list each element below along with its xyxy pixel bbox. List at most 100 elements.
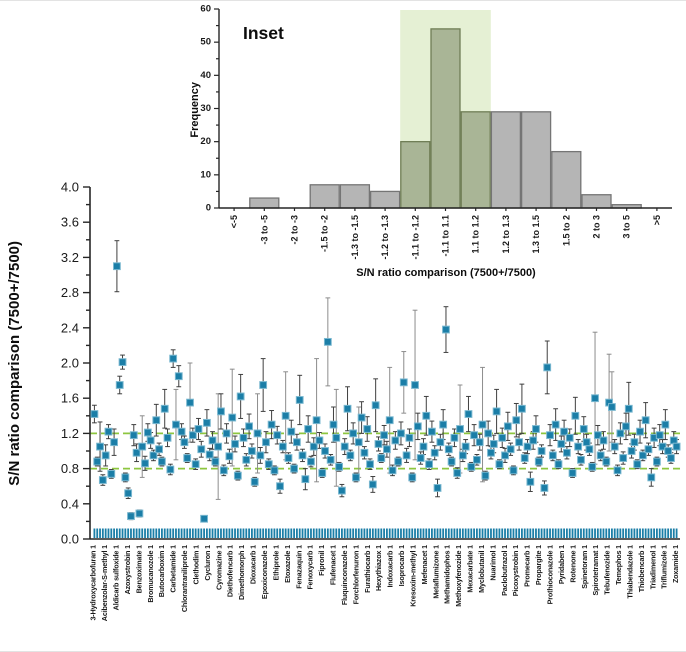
baseline-tick: [445, 528, 447, 538]
baseline-tick: [504, 528, 506, 538]
baseline-tick: [304, 528, 307, 538]
data-point: [160, 404, 169, 413]
main-y-tick-label: 1.2: [61, 426, 79, 441]
baseline-tick: [464, 528, 467, 538]
data-point: [501, 451, 509, 460]
baseline-tick: [383, 528, 385, 538]
main-axes: 0.0 0.4 0.8 1.2 1.6 2.0 2.4 2.8 3.2 3.6 4.0: [61, 180, 680, 547]
baseline-tick: [667, 528, 670, 538]
main-x-tick-label: Benzoximate 1: [134, 545, 143, 594]
baseline-tick: [93, 528, 96, 538]
baseline-tick: [568, 528, 571, 538]
baseline-tick: [281, 528, 284, 538]
baseline-tick: [163, 528, 166, 538]
data-point: [346, 451, 355, 460]
baseline-tick: [492, 528, 495, 538]
main-y-tick-label: 0.8: [61, 461, 79, 476]
main-y-tick-label: 3.6: [61, 215, 79, 230]
baseline-tick: [414, 528, 416, 538]
data-point: [129, 431, 138, 440]
data-point: [647, 473, 656, 482]
data-point: [138, 442, 147, 451]
baseline-tick: [650, 528, 653, 538]
data-point: [335, 462, 343, 471]
data-point: [149, 451, 158, 460]
data-point: [318, 469, 327, 477]
baseline-tick: [208, 528, 211, 538]
data-point: [444, 445, 453, 454]
inset-x-tick-label: <-5: [229, 215, 239, 228]
main-x-tick-label: Spinetoram 1: [580, 545, 589, 589]
data-point: [419, 442, 428, 451]
data-point: [307, 457, 315, 466]
histogram-bar: [581, 194, 612, 209]
data-point: [571, 411, 580, 420]
baseline-tick: [388, 528, 391, 538]
data-point: [233, 471, 242, 480]
data-point: [250, 477, 259, 486]
baseline-tick: [453, 528, 456, 538]
baseline-tick: [433, 528, 436, 538]
data-point: [546, 431, 554, 440]
data-point: [245, 422, 253, 431]
main-x-tick-label: Etoxazole 1: [283, 545, 292, 583]
main-y-tick-label: 2.4: [61, 320, 79, 335]
data-point: [158, 457, 166, 466]
baseline-tick: [397, 528, 400, 538]
baseline-tick: [518, 528, 520, 538]
main-x-tick-label: Tebufenozide 1: [603, 545, 612, 595]
baseline-tick: [594, 528, 596, 538]
main-x-tick-label: Clethodim 1: [191, 545, 200, 585]
inset-y-tick-label: 10: [200, 169, 211, 180]
inset-y-tick-label: 0: [206, 203, 211, 214]
data-point: [506, 445, 515, 454]
data-point: [338, 486, 346, 495]
data-point: [537, 447, 546, 455]
data-point: [450, 433, 459, 442]
histogram-bars: [249, 28, 642, 209]
data-point: [152, 416, 161, 425]
data-point: [228, 413, 237, 422]
baseline-tick: [296, 528, 298, 538]
baseline-tick: [563, 528, 565, 538]
main-x-tick-label: Promecarb 1: [523, 545, 532, 587]
baseline-tick: [585, 528, 588, 538]
baseline-tick: [177, 528, 180, 538]
data-point: [633, 460, 642, 469]
baseline-tick: [602, 528, 605, 538]
baseline-tick: [217, 528, 220, 538]
baseline-tick: [521, 528, 523, 538]
baseline-tick: [633, 528, 636, 538]
data-point: [203, 418, 211, 427]
data-point: [534, 457, 543, 466]
baseline-tick: [487, 528, 490, 538]
data-point: [405, 433, 414, 442]
baseline-tick: [630, 528, 633, 538]
data-point: [374, 440, 383, 448]
histogram-bar: [339, 184, 371, 209]
baseline-tick-band: [93, 528, 678, 538]
data-point: [638, 451, 647, 460]
main-x-tick-label: Chlorantraniliprole 1: [180, 545, 189, 612]
baseline-tick: [647, 528, 650, 538]
data-point: [267, 420, 276, 429]
data-point: [191, 460, 200, 469]
data-point: [380, 431, 388, 440]
baseline-tick: [270, 528, 273, 538]
data-point: [655, 431, 664, 440]
data-point: [520, 454, 529, 462]
data-point: [515, 438, 523, 447]
main-x-tick-label: Prothioconazole 1: [546, 545, 555, 605]
data-point: [478, 420, 487, 429]
data-point: [146, 436, 155, 445]
baseline-tick: [391, 528, 394, 538]
data-point: [608, 403, 616, 411]
data-point: [503, 422, 512, 431]
data-point: [287, 427, 296, 436]
main-x-tick-label: Dimethomorph 1: [237, 545, 246, 600]
main-x-tick-label: Fenazaquin 1: [294, 545, 303, 589]
main-x-tick-label: Aldicarb sulfoxide 1: [112, 545, 121, 610]
baseline-tick: [144, 528, 146, 538]
main-x-tick-label: Zoxamide 1: [671, 545, 680, 583]
main-x-tick-label: Methoxyfenozide 1: [454, 545, 463, 607]
